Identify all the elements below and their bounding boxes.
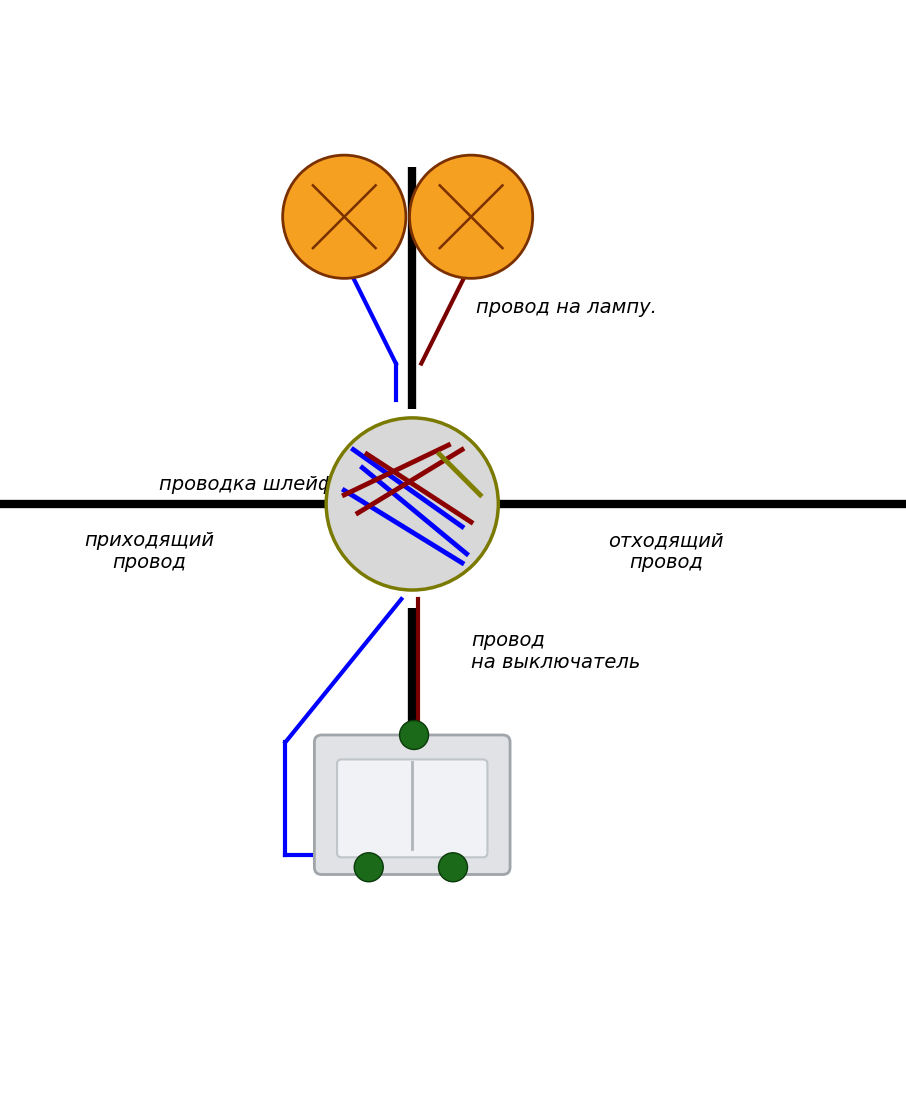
Circle shape	[439, 853, 467, 881]
FancyBboxPatch shape	[337, 759, 487, 857]
Circle shape	[400, 720, 429, 749]
FancyBboxPatch shape	[314, 735, 510, 875]
Text: отходящий
провод: отходящий провод	[608, 532, 724, 572]
Text: приходящий
провод: приходящий провод	[84, 532, 215, 572]
Circle shape	[283, 155, 406, 278]
Circle shape	[326, 417, 498, 590]
Text: проводка шлейфом: проводка шлейфом	[159, 474, 361, 493]
Circle shape	[410, 155, 533, 278]
Text: провод
на выключатель: провод на выключатель	[471, 631, 641, 672]
Text: провод на лампу.: провод на лампу.	[476, 298, 657, 317]
Circle shape	[354, 853, 383, 881]
